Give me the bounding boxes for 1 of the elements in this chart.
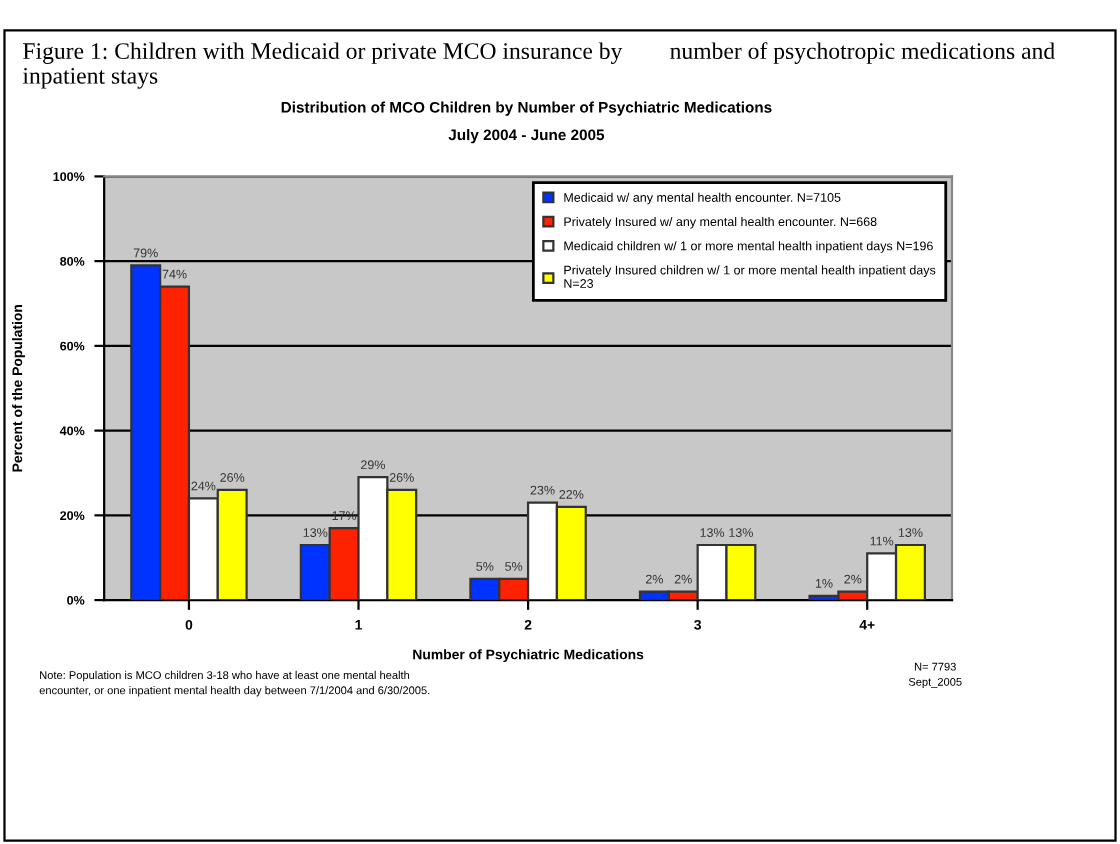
chart-title: Figure 1: Children with Medicaid or private MCO insurance by number of psychotropic medications and inpatient stays	[22, 42, 1055, 89]
